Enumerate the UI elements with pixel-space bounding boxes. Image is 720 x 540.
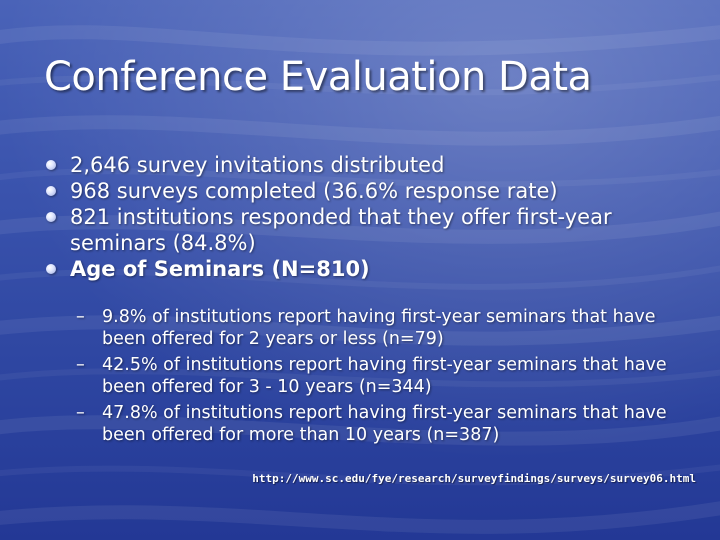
sub-bullet-item: – 47.8% of institutions report having fi…: [76, 402, 676, 446]
bullet-text: 2,646 survey invitations distributed: [70, 153, 445, 177]
sub-bullet-list: – 9.8% of institutions report having fir…: [76, 306, 676, 450]
sub-bullet-item: – 42.5% of institutions report having fi…: [76, 354, 676, 398]
bullet-dot-icon: [46, 186, 56, 196]
sub-bullet-text: 42.5% of institutions report having firs…: [102, 355, 667, 397]
bullet-dot-icon: [46, 212, 56, 222]
source-url: http://www.sc.edu/fye/research/surveyfin…: [252, 472, 696, 485]
dash-icon: –: [76, 355, 85, 375]
dash-icon: –: [76, 403, 85, 423]
sub-bullet-item: – 9.8% of institutions report having fir…: [76, 306, 676, 350]
bullet-text: 968 surveys completed (36.6% response ra…: [70, 179, 558, 203]
bullet-dot-icon: [46, 264, 56, 274]
bullet-text: 821 institutions responded that they off…: [70, 205, 612, 255]
sub-bullet-text: 47.8% of institutions report having firs…: [102, 403, 667, 445]
dash-icon: –: [76, 307, 85, 327]
sub-bullet-text: 9.8% of institutions report having first…: [102, 307, 656, 349]
bullet-text: Age of Seminars (N=810): [70, 257, 370, 281]
bullet-item-heading: Age of Seminars (N=810): [44, 256, 684, 282]
bullet-item: 968 surveys completed (36.6% response ra…: [44, 178, 684, 204]
slide-title: Conference Evaluation Data: [44, 54, 592, 100]
bullet-item: 2,646 survey invitations distributed: [44, 152, 684, 178]
bullet-dot-icon: [46, 160, 56, 170]
bullet-item: 821 institutions responded that they off…: [44, 204, 684, 256]
bullet-list: 2,646 survey invitations distributed 968…: [44, 152, 684, 282]
